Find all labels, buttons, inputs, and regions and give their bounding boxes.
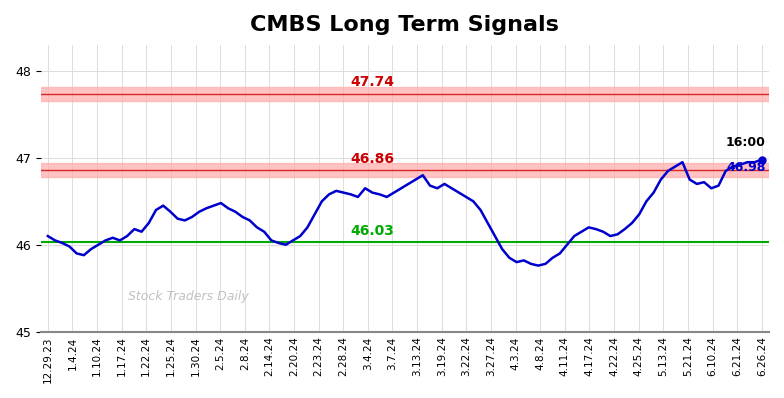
- Text: 46.98: 46.98: [726, 161, 765, 174]
- Text: 46.03: 46.03: [350, 224, 394, 238]
- Text: Stock Traders Daily: Stock Traders Daily: [128, 290, 249, 303]
- Title: CMBS Long Term Signals: CMBS Long Term Signals: [250, 15, 559, 35]
- Text: 47.74: 47.74: [350, 75, 394, 89]
- Text: 46.86: 46.86: [350, 152, 394, 166]
- Bar: [41, 163, 769, 177]
- Text: 16:00: 16:00: [725, 136, 765, 149]
- Bar: [41, 87, 769, 101]
